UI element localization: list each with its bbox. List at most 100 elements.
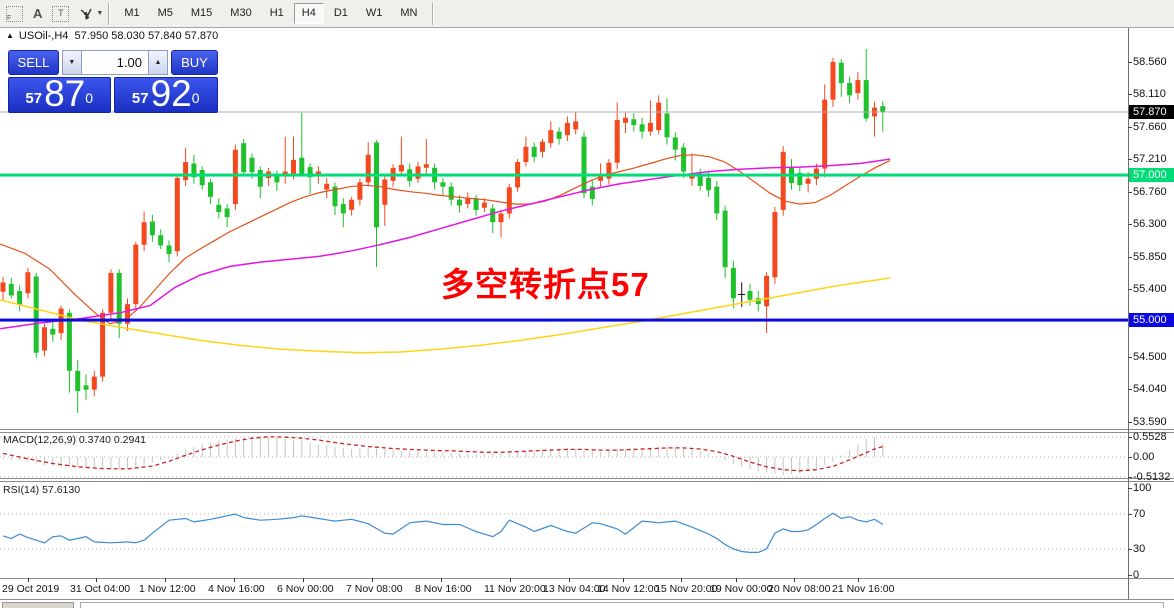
candle-body [838, 62, 844, 83]
candle-body [8, 283, 14, 296]
axis-tick [1128, 159, 1132, 160]
fibonacci-icon[interactable]: F [6, 5, 23, 22]
candle-body [257, 170, 263, 187]
candle-body [141, 222, 147, 245]
sell-price-panel[interactable]: 57 87 0 [8, 75, 111, 113]
candle-body [299, 157, 305, 174]
candle-body [872, 107, 877, 117]
chevron-down-icon: ▼ [96, 10, 104, 17]
timeframe-button-D1[interactable]: D1 [333, 7, 348, 19]
macd-label: MACD(12,26,9) 0.3740 0.2941 [3, 434, 147, 446]
candle-body [540, 141, 545, 152]
horizontal-scrollbar-track[interactable] [80, 602, 1164, 608]
arrows-tool[interactable]: ▼ [79, 7, 103, 21]
text-box-icon[interactable]: T [52, 5, 70, 22]
buy-button[interactable]: BUY [170, 50, 219, 75]
axis-tick [1128, 549, 1132, 550]
volume-input[interactable]: 1.00 [81, 50, 148, 75]
axis-label: 57.210 [1133, 153, 1167, 165]
candle-body [365, 154, 371, 183]
arrows-icon [80, 8, 93, 20]
chart-canvas[interactable] [0, 28, 1174, 608]
axis-tick [1128, 514, 1132, 515]
sell-button[interactable]: SELL [8, 50, 59, 75]
hline-57[interactable] [0, 173, 1128, 177]
candle-body [133, 244, 139, 305]
candle-body [199, 170, 205, 186]
candle-body [183, 162, 189, 181]
candle-body [390, 167, 396, 181]
candle-body [556, 131, 562, 139]
axis-label: 55.850 [1133, 251, 1167, 263]
candle-body [656, 102, 662, 131]
panel-separator[interactable] [0, 478, 1174, 479]
axis-tick [1128, 62, 1132, 63]
axis-tick [1128, 437, 1132, 438]
candle-body [639, 124, 645, 132]
candle-body [315, 171, 321, 176]
timeframe-button-H1[interactable]: H1 [269, 7, 284, 19]
hline-55[interactable] [0, 318, 1128, 322]
timeframe-button-H4[interactable]: H4 [293, 3, 324, 24]
buy-price-sup: 0 [191, 90, 200, 106]
candle-body [614, 119, 620, 163]
candle-body [747, 291, 753, 300]
horizontal-scrollbar-thumb[interactable] [2, 602, 74, 608]
symbol-ohlc-text: USOil-,H4 57.950 58.030 57.840 57.870 [18, 30, 219, 42]
timeframe-button-M5[interactable]: M5 [157, 7, 173, 19]
candle-body [564, 122, 570, 136]
buy-price-panel[interactable]: 57 92 0 [113, 75, 218, 113]
candle-body [282, 171, 288, 177]
candle-body [847, 83, 853, 96]
candle-body [191, 163, 197, 178]
candle-body [374, 142, 379, 228]
candle-body [423, 164, 429, 168]
timeframe-button-M15[interactable]: M15 [190, 7, 213, 19]
volume-decrease-button[interactable]: ▼ [61, 50, 82, 75]
timeframe-button-M1[interactable]: M1 [124, 7, 140, 19]
time-axis-label: 6 Nov 00:00 [277, 583, 334, 595]
time-axis-label: 8 Nov 16:00 [415, 583, 472, 595]
axis-tick [1128, 127, 1132, 128]
timeframe-button-M30[interactable]: M30 [230, 7, 252, 19]
toolbar-separator [108, 2, 111, 25]
axis-tick [1128, 575, 1132, 576]
candle-body [349, 199, 355, 210]
toolbar-separator [431, 2, 434, 25]
time-axis-tick [681, 578, 682, 582]
axis-label: 56.760 [1133, 186, 1167, 198]
axis-tick [1128, 477, 1132, 478]
candle-body [357, 182, 363, 200]
candle-body [830, 61, 836, 100]
axis-tick [1128, 488, 1132, 489]
axis-label: 58.560 [1133, 56, 1167, 68]
axis-label: 100 [1133, 482, 1152, 494]
doji-cross [738, 293, 746, 295]
volume-increase-button[interactable]: ▲ [147, 50, 168, 75]
time-axis-label: 19 Nov 00:00 [710, 583, 773, 595]
axis-label: 54.040 [1133, 383, 1167, 395]
candle-body [681, 147, 687, 172]
candle-body [813, 168, 819, 179]
candle-body [730, 267, 736, 299]
hline-blue-price-label: 55.000 [1129, 313, 1174, 327]
panel-separator[interactable] [0, 429, 1174, 430]
candle-body [108, 272, 114, 313]
candle-body [490, 208, 496, 223]
axis-tick [1128, 192, 1132, 193]
text-label-icon[interactable]: A [33, 6, 43, 21]
axis-label: -0.5132 [1133, 471, 1171, 483]
candle-body [58, 308, 64, 334]
chart-annotation-text[interactable]: 多空转折点57 [441, 266, 650, 303]
time-axis-tick [372, 578, 373, 582]
candle-body [714, 186, 720, 214]
candle-body [125, 304, 130, 324]
candle-body [33, 276, 39, 353]
candle-body [174, 177, 180, 252]
axis-tick [1128, 389, 1132, 390]
time-axis-tick [441, 578, 442, 582]
axis-label: 54.500 [1133, 351, 1167, 363]
timeframe-button-W1[interactable]: W1 [365, 7, 383, 19]
collapse-icon[interactable]: ▲ [6, 31, 14, 40]
timeframe-button-MN[interactable]: MN [400, 7, 418, 19]
